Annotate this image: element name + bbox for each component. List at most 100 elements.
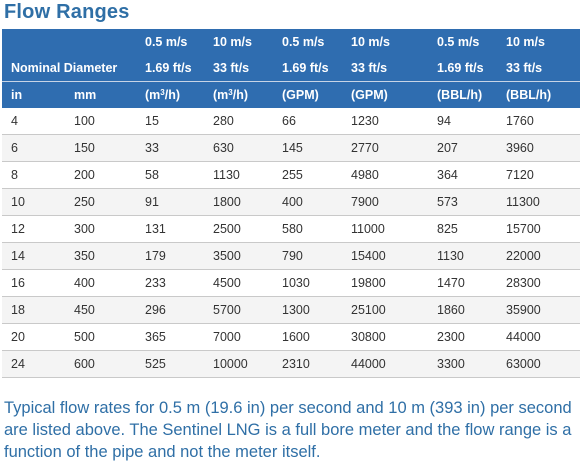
table-cell: 24 (2, 350, 65, 378)
header-row-velocity-ft: Nominal Diameter 1.69 ft/s 33 ft/s 1.69 … (2, 55, 580, 82)
table-cell: 7900 (342, 188, 428, 216)
table-cell: 250 (65, 188, 136, 216)
table-cell: 35900 (497, 296, 580, 324)
table-cell: 1300 (273, 296, 342, 324)
table-cell: 365 (136, 323, 204, 351)
unit-cell: in (2, 81, 65, 108)
table-cell: 3300 (428, 350, 497, 378)
table-cell: 150 (65, 134, 136, 162)
header-row-velocity: 0.5 m/s 10 m/s 0.5 m/s 10 m/s 0.5 m/s 10… (2, 29, 580, 55)
table-cell: 145 (273, 134, 342, 162)
table-cell: 600 (65, 350, 136, 378)
table-cell: 580 (273, 215, 342, 243)
table-cell: 11300 (497, 188, 580, 216)
table-cell: 4980 (342, 161, 428, 189)
header-cell (2, 29, 136, 55)
table-row: 10 250 91 1800 400 7900 573 11300 (2, 188, 580, 216)
table-cell: 296 (136, 296, 204, 324)
unit-cell-m3h: (m3/h) (204, 81, 273, 108)
table-cell: 1760 (497, 108, 580, 135)
table-cell: 179 (136, 242, 204, 270)
table-cell: 500 (65, 323, 136, 351)
table-cell: 28300 (497, 269, 580, 297)
table-cell: 825 (428, 215, 497, 243)
table-cell: 450 (65, 296, 136, 324)
table-cell: 3500 (204, 242, 273, 270)
table-cell: 1600 (273, 323, 342, 351)
table-cell: 400 (273, 188, 342, 216)
table-cell: 350 (65, 242, 136, 270)
table-row: 16 400 233 4500 1030 19800 1470 28300 (2, 269, 580, 297)
header-cell: 0.5 m/s (428, 29, 497, 55)
table-cell: 5700 (204, 296, 273, 324)
nominal-diameter-label: Nominal Diameter (2, 55, 136, 82)
table-cell: 1130 (204, 161, 273, 189)
table-row: 12 300 131 2500 580 11000 825 15700 (2, 215, 580, 243)
table-cell: 131 (136, 215, 204, 243)
table-cell: 364 (428, 161, 497, 189)
table-cell: 630 (204, 134, 273, 162)
table-body: 4 100 15 280 66 1230 94 1760 6 150 33 630 145 2770 207… (2, 108, 580, 378)
header-cell: 10 m/s (204, 29, 273, 55)
table-cell: 280 (204, 108, 273, 135)
table-cell: 19800 (342, 269, 428, 297)
table-cell: 300 (65, 215, 136, 243)
table-cell: 573 (428, 188, 497, 216)
table-row: 24 600 525 10000 2310 44000 3300 63000 (2, 350, 580, 378)
table-cell: 6 (2, 134, 65, 162)
table-cell: 33 (136, 134, 204, 162)
unit-cell: mm (65, 81, 136, 108)
table-cell: 22000 (497, 242, 580, 270)
table-cell: 2770 (342, 134, 428, 162)
header-cell: 10 m/s (342, 29, 428, 55)
table-cell: 18 (2, 296, 65, 324)
footnote-text: Typical flow rates for 0.5 m (19.6 in) p… (4, 399, 572, 461)
header-cell: 33 ft/s (342, 55, 428, 82)
table-cell: 91 (136, 188, 204, 216)
header-cell: 33 ft/s (204, 55, 273, 82)
table-cell: 2310 (273, 350, 342, 378)
table-cell: 16 (2, 269, 65, 297)
table-cell: 200 (65, 161, 136, 189)
header-row-units: in mm (m3/h) (m3/h) (GPM) (GPM) (BBL/h) … (2, 81, 580, 108)
table-cell: 11000 (342, 215, 428, 243)
header-cell: 1.69 ft/s (273, 55, 342, 82)
table-row: 20 500 365 7000 1600 30800 2300 44000 (2, 323, 580, 351)
table-cell: 790 (273, 242, 342, 270)
table-cell: 1230 (342, 108, 428, 135)
page-title: Flow Ranges (4, 1, 130, 23)
flow-ranges-table: 0.5 m/s 10 m/s 0.5 m/s 10 m/s 0.5 m/s 10… (2, 29, 580, 378)
table-row: 18 450 296 5700 1300 25100 1860 35900 (2, 296, 580, 324)
table-cell: 66 (273, 108, 342, 135)
table-cell: 1030 (273, 269, 342, 297)
table-cell: 58 (136, 161, 204, 189)
table-cell: 1800 (204, 188, 273, 216)
table-cell: 400 (65, 269, 136, 297)
table-cell: 207 (428, 134, 497, 162)
table-cell: 94 (428, 108, 497, 135)
table-cell: 30800 (342, 323, 428, 351)
table-cell: 15 (136, 108, 204, 135)
unit-cell: (BBL/h) (428, 81, 497, 108)
table-cell: 1130 (428, 242, 497, 270)
table-cell: 7120 (497, 161, 580, 189)
table-cell: 15700 (497, 215, 580, 243)
header-cell: 10 m/s (497, 29, 580, 55)
table-cell: 1470 (428, 269, 497, 297)
table-cell: 63000 (497, 350, 580, 378)
table-cell: 2500 (204, 215, 273, 243)
table-cell: 100 (65, 108, 136, 135)
table-cell: 4 (2, 108, 65, 135)
table-cell: 3960 (497, 134, 580, 162)
table-cell: 12 (2, 215, 65, 243)
table-cell: 14 (2, 242, 65, 270)
table-cell: 4500 (204, 269, 273, 297)
table-cell: 10 (2, 188, 65, 216)
table-cell: 2300 (428, 323, 497, 351)
table-row: 6 150 33 630 145 2770 207 3960 (2, 134, 580, 162)
header-cell: 33 ft/s (497, 55, 580, 82)
table-cell: 233 (136, 269, 204, 297)
table-cell: 8 (2, 161, 65, 189)
header-cell: 0.5 m/s (273, 29, 342, 55)
table-cell: 525 (136, 350, 204, 378)
